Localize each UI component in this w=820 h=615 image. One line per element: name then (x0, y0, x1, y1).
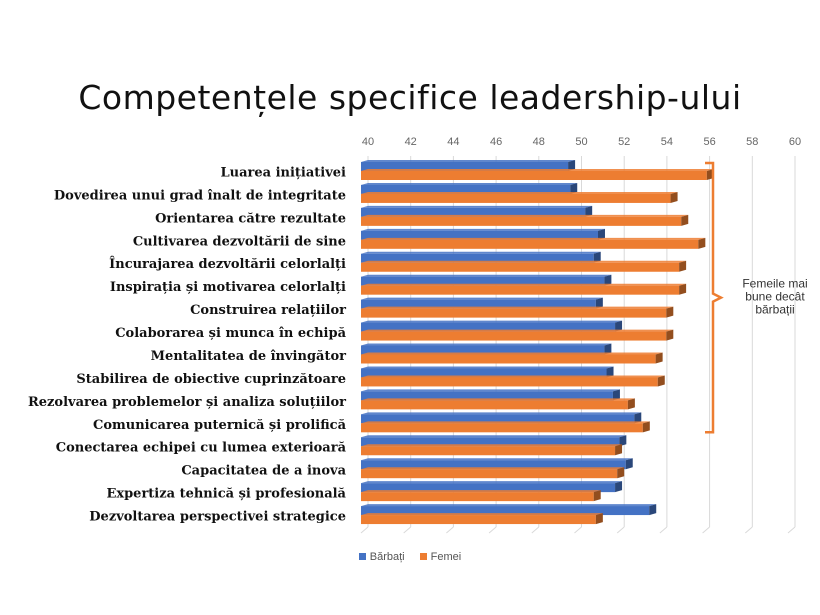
annotation-text: bune decât (745, 290, 805, 304)
x-tick-label: 50 (575, 136, 587, 148)
category-label: Cultivarea dezvoltării de sine (133, 234, 346, 249)
gridline-floor (744, 526, 753, 534)
gridline-floor (702, 526, 710, 534)
gridline-floor (787, 526, 796, 534)
bar-barbati (361, 481, 623, 493)
x-tick-label: 56 (703, 136, 715, 148)
bar-femei (361, 306, 674, 318)
bar-femei (361, 421, 650, 433)
bar-barbati (361, 160, 576, 171)
bar-femei (361, 283, 687, 295)
category-label: Comunicarea puternică și prolifică (93, 418, 347, 433)
bar-femei (361, 444, 623, 456)
bar-barbati (361, 228, 605, 240)
bar-femei (361, 398, 635, 410)
category-label: Inspirația și motivarea celorlalți (110, 280, 346, 295)
gridline-floor (531, 526, 540, 534)
x-tick-label: 52 (618, 136, 630, 148)
category-label: Dovedirea unui grad înalt de integritate (54, 188, 346, 203)
category-label: Luarea inițiativei (221, 165, 347, 180)
bar-femei (361, 375, 665, 387)
category-label: Construirea relațiilor (190, 303, 346, 318)
bar-femei (361, 490, 601, 502)
gridline-floor (360, 526, 369, 534)
bar-barbati (361, 297, 603, 309)
category-label: Rezolvarea problemelor și analiza soluți… (28, 395, 346, 410)
bar-barbati (361, 343, 612, 355)
gridline-floor (488, 526, 497, 534)
bar-femei (361, 191, 678, 203)
category-label: Capacitatea de a inova (181, 464, 346, 479)
bars (361, 160, 714, 525)
bar-barbati (361, 251, 601, 263)
x-tick-label: 58 (746, 136, 758, 148)
gridline-floor (403, 526, 412, 534)
legend: Bărbați Femei (0, 551, 820, 563)
x-tick-label: 44 (447, 136, 459, 148)
legend-label-femei: Femei (430, 551, 462, 563)
chart-title: Competențele specifice leadership-ului (78, 78, 742, 117)
category-label: Colaborarea și munca în echipă (115, 326, 346, 341)
x-tick-label: 54 (661, 136, 673, 148)
category-labels: Luarea inițiativei Dovedirea unui grad în… (28, 165, 347, 524)
bar-barbati (361, 504, 657, 516)
x-tick-label: 40 (362, 136, 374, 148)
bar-femei (361, 513, 603, 525)
bar-barbati (361, 205, 593, 217)
category-label: Stabilirea de obiective cuprinzătoare (76, 372, 346, 387)
gridline-floor (446, 526, 454, 534)
bar-femei (361, 214, 689, 226)
legend-item-barbati: Bărbați (358, 551, 405, 563)
legend-item-femei: Femei (419, 551, 462, 563)
legend-swatch-barbati (358, 553, 366, 560)
annotation-text: Femeile mai (742, 277, 807, 291)
x-tick-label: 42 (405, 136, 417, 148)
gridline-floor (616, 526, 625, 534)
bar-femei (361, 467, 625, 479)
bar-femei (361, 237, 706, 249)
category-label: Expertiza tehnică și profesională (106, 487, 346, 502)
bar-barbati (361, 389, 620, 401)
legend-label-barbati: Bărbați (369, 551, 405, 563)
bar-barbati (361, 182, 578, 194)
annotation-bracket (705, 161, 724, 434)
bar-femei (361, 169, 714, 180)
category-label: Dezvoltarea perspectivei strategice (89, 510, 346, 525)
bar-femei (361, 352, 663, 364)
bar-barbati (361, 435, 627, 447)
x-tick-label: 48 (533, 136, 545, 148)
bar-barbati (361, 320, 623, 332)
gridline-floor (659, 526, 668, 534)
category-label: Încurajarea dezvoltării celorlalți (109, 256, 346, 272)
annotation-text: bărbații (755, 303, 794, 317)
category-label: Orientarea către rezultate (155, 211, 346, 226)
x-axis-ticks: 40 42 44 46 48 50 52 54 56 58 60 (362, 136, 801, 148)
x-tick-label: 46 (490, 136, 502, 148)
x-tick-label: 60 (789, 136, 801, 148)
bar-barbati (361, 366, 614, 378)
category-label: Conectarea echipei cu lumea exterioară (56, 441, 347, 456)
legend-swatch-femei (419, 553, 427, 560)
bar-barbati (361, 412, 642, 424)
bar-femei (361, 260, 687, 272)
bar-barbati (361, 458, 633, 470)
gridline-floor (574, 526, 582, 534)
category-label: Mentalitatea de învingător (151, 349, 346, 364)
bar-barbati (361, 274, 612, 286)
bar-femei (361, 329, 674, 341)
